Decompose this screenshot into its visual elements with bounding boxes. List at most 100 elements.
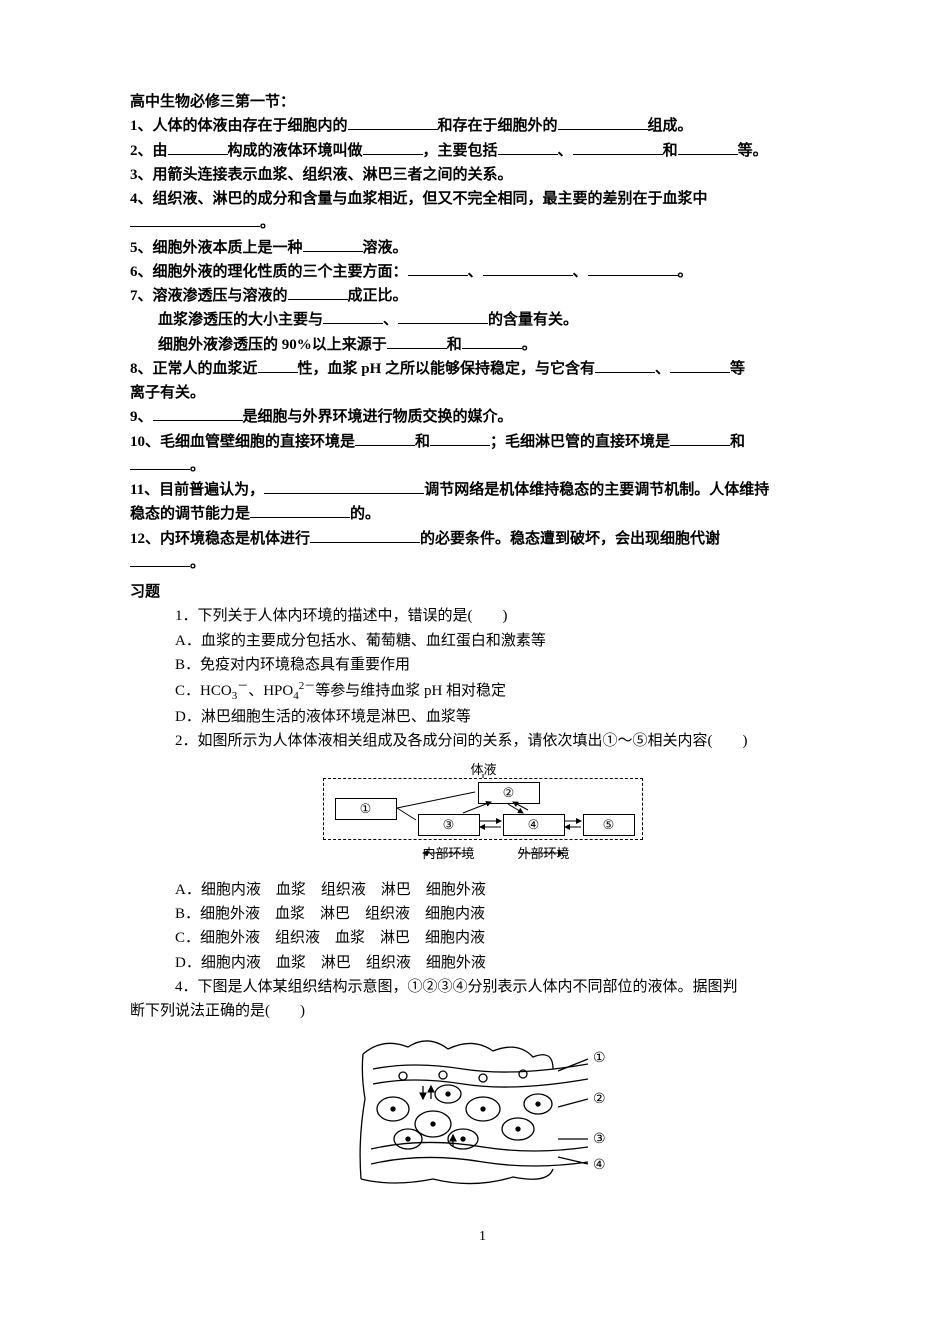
q7-h: 。 <box>522 337 537 353</box>
q11-c: 稳态的调节能力是 <box>130 506 250 522</box>
q3: 3、用箭头连接表示血浆、组织液、淋巴三者之间的关系。 <box>130 164 835 187</box>
q1-b: 和存在于细胞外的 <box>438 118 558 134</box>
ex1-b: B．免疫对内环境稳态具有重要作用 <box>130 654 835 677</box>
ex1-c-post: 等参与维持血浆 pH 相对稳定 <box>315 683 506 699</box>
q7-d: 、 <box>383 312 398 328</box>
blank <box>498 140 558 155</box>
diagram-1: 体液 ① ② ③ ④ ⑤ <box>130 760 835 873</box>
q4-cont: 。 <box>130 212 835 235</box>
blank <box>130 455 190 470</box>
blank <box>355 431 415 446</box>
blank <box>250 504 350 519</box>
q6-d: 。 <box>678 264 693 280</box>
ex4-stem-b: 断下列说法正确的是( ) <box>130 1000 835 1023</box>
q10-a: 10、毛细血管壁细胞的直接环境是 <box>130 434 355 450</box>
q10-e: 。 <box>190 458 205 474</box>
blank <box>288 286 348 301</box>
ex2-stem: 2．如图所示为人体体液相关组成及各成分间的关系，请依次填出①～⑤相关内容( ) <box>130 730 835 753</box>
exercises-header: 习题 <box>130 581 835 604</box>
q11: 11、目前普遍认为，调节网络是机体维持稳态的主要调节机制。人体维持 <box>130 479 835 502</box>
q11-d: 的。 <box>350 506 380 522</box>
sup-minus: － <box>237 680 248 692</box>
q10-b: 和 <box>415 434 430 450</box>
q7-b: 成正比。 <box>348 288 408 304</box>
q7-g: 和 <box>447 337 462 353</box>
q5: 5、细胞外液本质上是一种 溶液。 <box>130 237 835 260</box>
blank <box>363 140 423 155</box>
q2-c: ，主要包括 <box>423 143 498 159</box>
title: 高中生物必修三第一节： <box>130 91 835 114</box>
ex4-stem-a: 4．下图是人体某组织结构示意图，①②③④分别表示人体内不同部位的液体。据图判 <box>130 976 835 999</box>
blank <box>264 480 424 495</box>
q5-b: 溶液。 <box>363 240 408 256</box>
fig2-l4: ④ <box>593 1158 606 1173</box>
q6: 6、细胞外液的理化性质的三个主要方面： 、 、 。 <box>130 261 835 284</box>
q9-b: 是细胞与外界环境进行物质交换的媒介。 <box>243 409 513 425</box>
ex2-c: C．细胞外液 组织液 血浆 淋巴 细胞内液 <box>130 927 835 950</box>
q8-b: 性，血浆 pH 之所以能够保持稳定，与它含有 <box>298 361 596 377</box>
q11-b: 调节网络是机体维持稳态的主要调节机制。人体维持 <box>424 482 769 498</box>
fig2-l2: ② <box>593 1092 606 1107</box>
q12-cont: 。 <box>130 552 835 575</box>
blank <box>130 213 260 228</box>
blank <box>348 116 438 131</box>
ex2-d: D．细胞内液 血浆 淋巴 组织液 细胞外液 <box>130 952 835 975</box>
blank <box>588 261 678 276</box>
q2-b: 构成的液体环境叫做 <box>228 143 363 159</box>
ex2-b: B．细胞外液 血浆 淋巴 组织液 细胞内液 <box>130 903 835 926</box>
blank <box>130 552 190 567</box>
q5-a: 5、细胞外液本质上是一种 <box>130 240 303 256</box>
fig1-bl: 内部环境 <box>423 844 475 864</box>
q11-cont: 稳态的调节能力是 的。 <box>130 503 835 526</box>
page-number: 1 <box>130 1226 835 1248</box>
blank <box>387 334 447 349</box>
q8-c: 、 <box>655 361 670 377</box>
blank <box>670 431 730 446</box>
blank <box>430 431 490 446</box>
q7-l1: 7、溶液渗透压与溶液的 成正比。 <box>130 285 835 308</box>
ex1-c-mid: 、HPO <box>248 683 293 699</box>
blank <box>408 261 468 276</box>
q8-a: 8、正常人的血浆近 <box>130 361 258 377</box>
fig1-br: 外部环境 <box>518 844 570 864</box>
q10-d: 和 <box>730 434 745 450</box>
q7-e: 的含量有关。 <box>488 312 578 328</box>
q8: 8、正常人的血浆近 性，血浆 pH 之所以能够保持稳定，与它含有 、 等 <box>130 358 835 381</box>
diagram-2: ① ② ③ ④ <box>130 1029 835 1197</box>
ex2-a: A．细胞内液 血浆 组织液 淋巴 细胞外液 <box>130 879 835 902</box>
ex1-c: C．HCO3－、HPO42－等参与维持血浆 pH 相对稳定 <box>130 678 835 705</box>
q8-cont: 离子有关。 <box>130 382 835 405</box>
blank <box>310 528 420 543</box>
blank <box>258 358 298 373</box>
q9: 9、是细胞与外界环境进行物质交换的媒介。 <box>130 406 835 429</box>
q6-a: 6、细胞外液的理化性质的三个主要方面： <box>130 264 408 280</box>
q2-d: 、 <box>558 143 573 159</box>
blank <box>670 358 730 373</box>
q10-c: ；毛细淋巴管的直接环境是 <box>490 434 670 450</box>
q4-b: 。 <box>260 215 275 231</box>
q1-a: 1、人体的体液由存在于细胞内的 <box>130 118 348 134</box>
fig2-svg: ① ② ③ ④ <box>353 1029 613 1189</box>
q12-b: 的必要条件。稳态遭到破坏，会出现细胞代谢 <box>420 531 720 547</box>
fig2-l3: ③ <box>593 1132 606 1147</box>
q4: 4、组织液、淋巴的成分和含量与血浆相近，但又不完全相同，最主要的差别在于血浆中 <box>130 188 835 211</box>
q2-f: 等。 <box>738 143 768 159</box>
q8-d: 等 <box>730 361 745 377</box>
q12-a: 12、内环境稳态是机体进行 <box>130 531 310 547</box>
q7-a: 7、溶液渗透压与溶液的 <box>130 288 288 304</box>
q7-f: 细胞外液渗透压的 90%以上来源于 <box>158 337 387 353</box>
q2: 2、由构成的液体环境叫做，主要包括、和等。 <box>130 140 835 163</box>
fig1-arrows <box>323 760 643 865</box>
blank <box>573 140 663 155</box>
q6-c: 、 <box>573 264 588 280</box>
sup-2minus: 2－ <box>299 680 316 692</box>
q10: 10、毛细血管壁细胞的直接环境是 和 ；毛细淋巴管的直接环境是 和 <box>130 431 835 454</box>
blank <box>153 407 243 422</box>
ex1-a: A．血浆的主要成分包括水、葡萄糖、血红蛋白和激素等 <box>130 630 835 653</box>
blank <box>483 261 573 276</box>
q6-b: 、 <box>468 264 483 280</box>
q12: 12、内环境稳态是机体进行 的必要条件。稳态遭到破坏，会出现细胞代谢 <box>130 528 835 551</box>
ex1-d: D．淋巴细胞生活的液体环境是淋巴、血浆等 <box>130 706 835 729</box>
q1-c: 组成。 <box>648 118 693 134</box>
blank <box>168 140 228 155</box>
